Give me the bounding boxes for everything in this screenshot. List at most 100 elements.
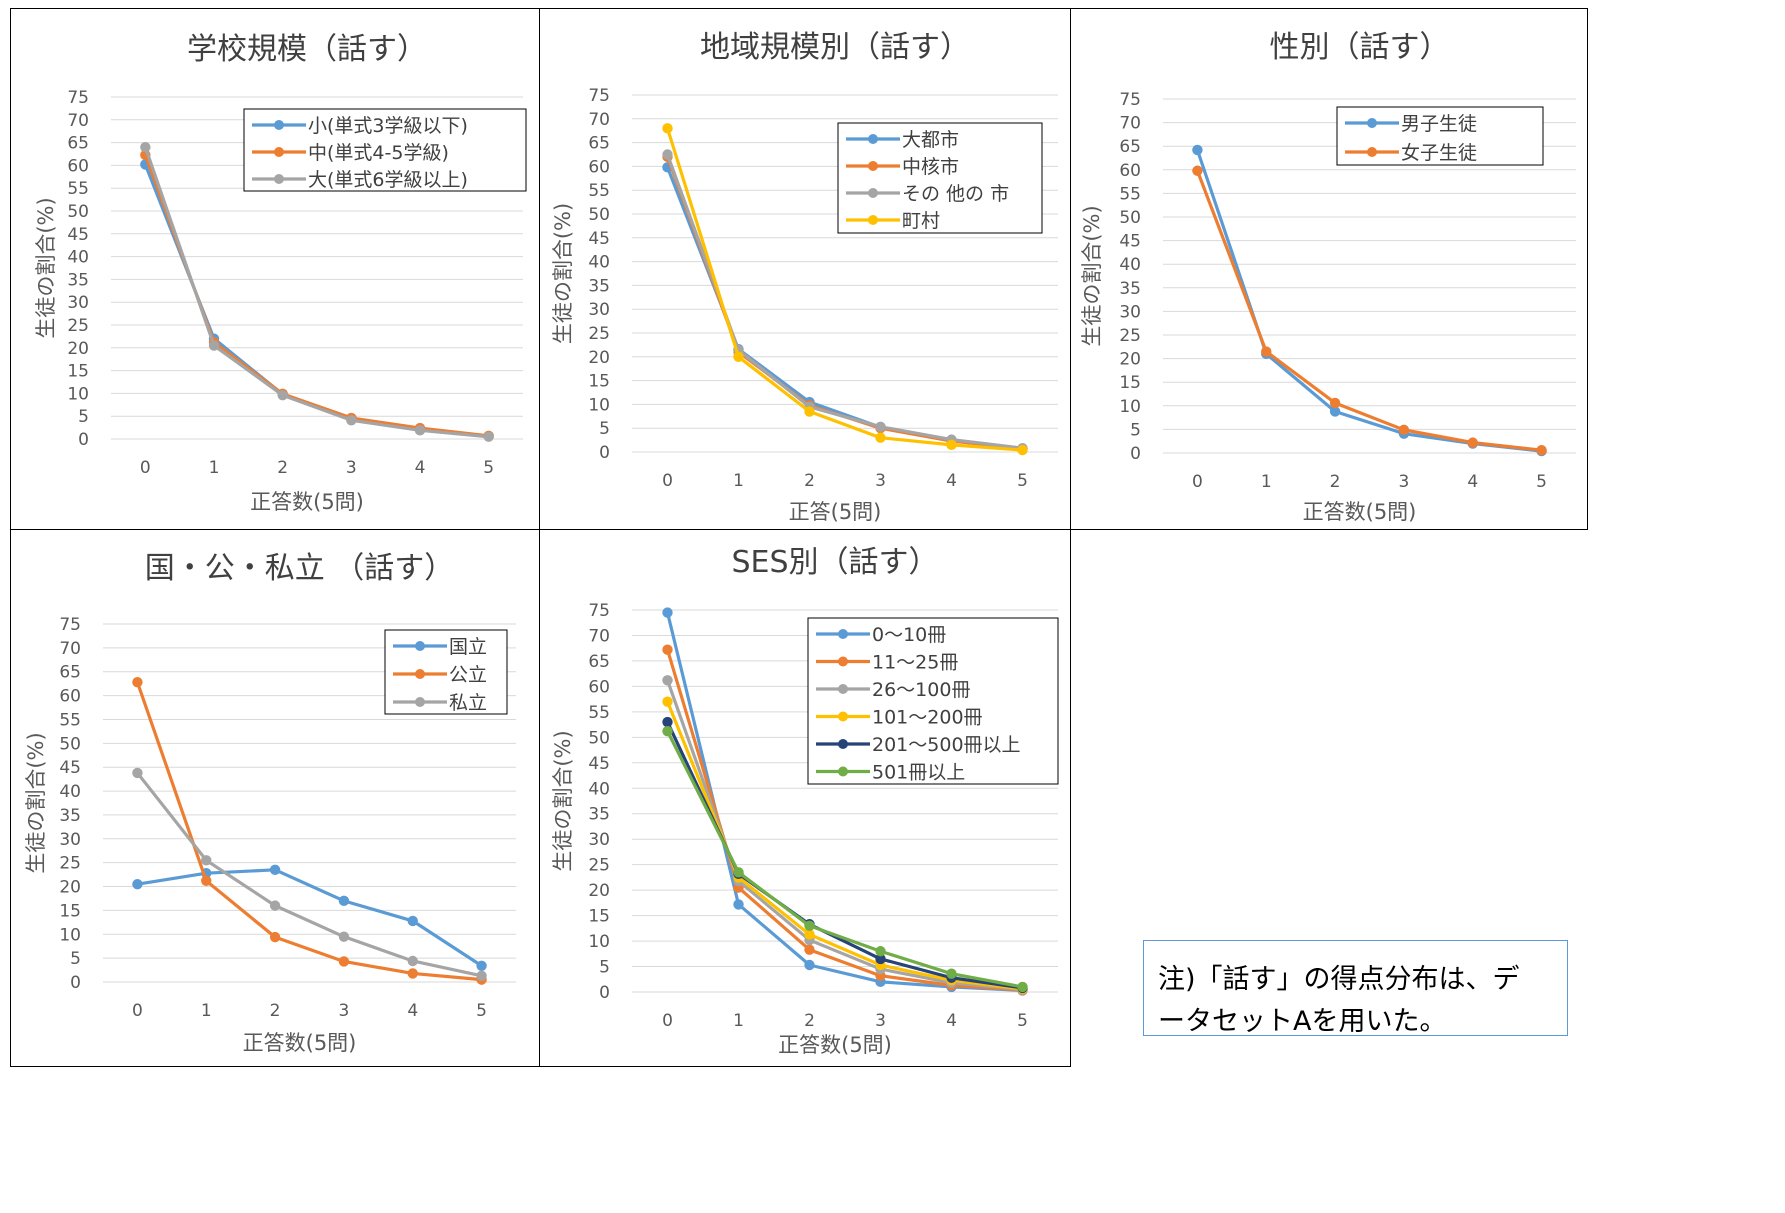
- y-axis-label: 生徒の割合(%): [24, 732, 48, 873]
- data-point: [1192, 144, 1203, 156]
- legend-swatch-marker: [868, 161, 878, 171]
- y-tick-label: 20: [59, 878, 81, 898]
- y-tick-label: 0: [70, 973, 81, 993]
- x-tick-label: 2: [277, 458, 288, 478]
- x-tick-label: 4: [946, 471, 957, 491]
- note-line-1: 注)「話す」の得点分布は、デ: [1158, 964, 1520, 995]
- data-point: [407, 955, 418, 967]
- legend-swatch-marker: [1367, 147, 1377, 157]
- x-tick-label: 2: [804, 1011, 815, 1031]
- legend-label: 町村: [902, 210, 940, 232]
- y-tick-label: 55: [588, 703, 610, 723]
- legend-label: 0～10冊: [872, 624, 946, 646]
- series-line-s1: [1195, 170, 1542, 452]
- legend-swatch-marker: [274, 120, 284, 130]
- data-point: [132, 677, 143, 688]
- legend-swatch-marker: [838, 766, 848, 777]
- legend-box: [384, 629, 508, 715]
- x-tick-label: 2: [804, 471, 815, 491]
- x-tick-label: 2: [270, 1001, 281, 1021]
- data-point: [1017, 444, 1028, 456]
- x-tick-label: 0: [1192, 472, 1203, 492]
- data-point: [875, 953, 886, 965]
- y-tick-label: 10: [588, 395, 610, 415]
- data-point: [277, 390, 288, 401]
- y-tick-label: 60: [588, 157, 610, 177]
- y-tick-label: 60: [59, 687, 81, 707]
- x-tick-label: 3: [1399, 472, 1410, 492]
- y-tick-label: 10: [67, 384, 89, 404]
- y-tick-label: 30: [1119, 302, 1141, 322]
- y-tick-label: 55: [588, 181, 610, 201]
- y-tick-label: 30: [588, 830, 610, 850]
- y-tick-label: 30: [67, 293, 89, 313]
- chart-title: 国・公・私立 （話す）: [145, 551, 455, 586]
- y-tick-label: 35: [59, 806, 81, 826]
- y-tick-label: 45: [59, 758, 81, 778]
- y-tick-label: 65: [59, 663, 81, 683]
- y-axis-label: 生徒の割合(%): [34, 197, 58, 338]
- series-line-501: [666, 730, 1023, 989]
- x-tick-label: 0: [132, 1001, 143, 1021]
- data-point: [662, 123, 673, 134]
- legend-label: 公立: [449, 664, 487, 686]
- y-tick-label: 0: [1130, 444, 1141, 464]
- data-point: [338, 931, 350, 942]
- x-tick-label: 3: [346, 458, 357, 478]
- data-point: [407, 915, 418, 927]
- legend-label: 201～500冊以上: [872, 734, 1021, 756]
- data-point: [407, 968, 418, 979]
- series-line-s1: [135, 681, 482, 982]
- data-point: [338, 956, 350, 967]
- legend-label: 女子生徒: [1401, 142, 1477, 164]
- data-point: [269, 864, 281, 876]
- note-line-2: ータセットAを用いた。: [1158, 1006, 1447, 1037]
- data-point: [132, 878, 143, 890]
- data-point: [483, 431, 494, 442]
- y-tick-label: 50: [59, 734, 81, 754]
- x-tick-label: 0: [662, 1011, 673, 1031]
- y-tick-label: 0: [78, 430, 89, 450]
- legend-swatch-marker: [1367, 118, 1377, 128]
- y-tick-label: 5: [1130, 420, 1141, 440]
- x-tick-label: 1: [201, 1001, 212, 1021]
- y-axis-label: 生徒の割合(%): [551, 203, 575, 344]
- y-tick-label: 70: [1119, 114, 1141, 134]
- y-tick-label: 10: [59, 925, 81, 945]
- x-tick-label: 4: [1467, 472, 1478, 492]
- data-point: [346, 415, 357, 426]
- x-tick-label: 0: [140, 458, 151, 478]
- x-tick-label: 3: [875, 1011, 886, 1031]
- data-point: [662, 716, 673, 728]
- legend-label: 大都市: [902, 129, 959, 151]
- y-tick-label: 75: [67, 88, 89, 108]
- legend-box: [243, 108, 527, 192]
- legend-swatch-marker: [838, 629, 848, 639]
- data-point: [1192, 165, 1203, 176]
- data-point: [733, 867, 744, 878]
- data-point: [733, 899, 744, 910]
- y-tick-label: 55: [67, 179, 89, 199]
- y-tick-label: 25: [588, 324, 610, 344]
- x-axis-label: 正答数(5問): [778, 1033, 892, 1057]
- legend-swatch-marker: [868, 215, 878, 225]
- y-tick-label: 5: [599, 419, 610, 439]
- x-axis-label: 正答数(5問): [1303, 500, 1417, 524]
- y-tick-label: 65: [588, 134, 610, 154]
- data-point: [1398, 424, 1410, 436]
- legend-box: [807, 617, 1059, 785]
- data-point: [946, 968, 957, 979]
- x-tick-label: 5: [1536, 472, 1547, 492]
- y-tick-label: 45: [588, 229, 610, 249]
- data-point: [662, 644, 673, 655]
- chart-title: SES別（話す）: [731, 545, 938, 580]
- y-tick-label: 60: [67, 156, 89, 176]
- y-tick-label: 75: [59, 615, 81, 635]
- y-tick-label: 60: [588, 677, 610, 697]
- y-axis-label: 生徒の割合(%): [551, 730, 575, 871]
- legend-swatch-marker: [274, 174, 284, 184]
- y-tick-label: 0: [599, 983, 610, 1003]
- y-tick-label: 40: [588, 253, 610, 273]
- legend-swatch-marker: [838, 739, 848, 749]
